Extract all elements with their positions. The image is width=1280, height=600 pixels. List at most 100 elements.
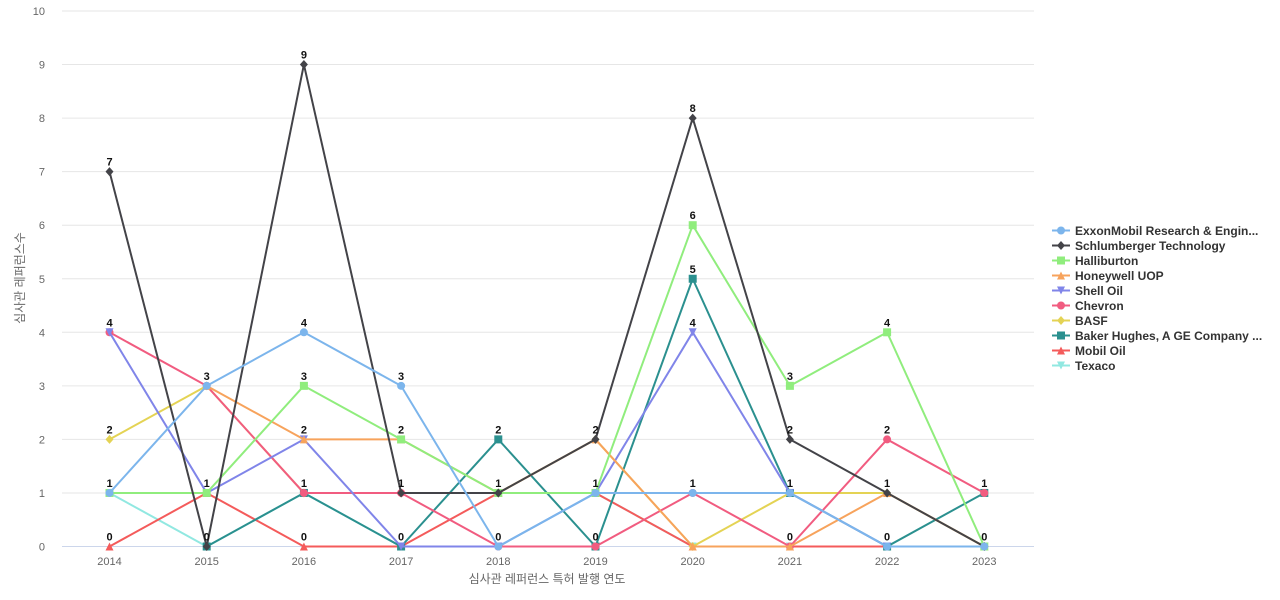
series-line[interactable]	[202, 381, 989, 551]
data-point[interactable]	[397, 435, 406, 444]
legend-symbol	[1052, 361, 1070, 370]
y-axis-ticks: 0 1 2 3 4 5 6 7 8 9 10	[33, 6, 45, 554]
x-tick-label: 2014	[97, 556, 121, 568]
data-point[interactable]	[1057, 331, 1065, 340]
data-point[interactable]	[688, 274, 697, 283]
series-line[interactable]	[105, 328, 989, 551]
chart-legend: ExxonMobil Research & Engin... Schlumberg…	[1052, 223, 1262, 373]
legend-item[interactable]: BASF	[1052, 313, 1262, 328]
y-tick-label: 0	[39, 542, 45, 554]
data-point[interactable]	[299, 381, 308, 390]
data-point[interactable]	[299, 435, 308, 444]
legend-item[interactable]: Honeywell UOP	[1052, 268, 1262, 283]
data-point[interactable]	[883, 488, 892, 498]
data-label: 0	[204, 532, 210, 544]
series-group	[105, 60, 989, 551]
y-tick-label: 7	[39, 167, 45, 179]
data-point[interactable]	[494, 488, 503, 498]
data-point[interactable]	[688, 328, 697, 337]
data-point[interactable]	[785, 381, 794, 390]
x-tick-label: 2021	[778, 556, 802, 568]
legend-label: BASF	[1075, 313, 1108, 328]
data-point[interactable]	[397, 381, 406, 390]
legend-item[interactable]: Baker Hughes, A GE Company ...	[1052, 328, 1262, 343]
data-point[interactable]	[1057, 346, 1065, 355]
data-point[interactable]	[785, 434, 794, 444]
data-point[interactable]	[105, 488, 114, 497]
legend-item[interactable]: ExxonMobil Research & Engin...	[1052, 223, 1262, 238]
data-point[interactable]	[1057, 256, 1065, 265]
data-label: 0	[495, 532, 501, 544]
data-label: 3	[301, 371, 307, 383]
data-point[interactable]	[688, 488, 697, 497]
data-label: 3	[398, 371, 404, 383]
data-point[interactable]	[785, 542, 794, 551]
data-label: 4	[884, 317, 891, 329]
data-point[interactable]	[883, 435, 892, 444]
series-path	[108, 63, 985, 548]
data-point[interactable]	[688, 221, 697, 230]
data-point[interactable]	[591, 434, 600, 444]
data-point[interactable]	[105, 434, 114, 444]
data-point[interactable]	[883, 542, 892, 551]
data-label: 1	[690, 478, 696, 490]
legend-label: Shell Oil	[1075, 283, 1124, 298]
data-label: 1	[884, 478, 890, 490]
data-label: 0	[884, 532, 890, 544]
legend-label: ExxonMobil Research & Engin...	[1075, 223, 1259, 238]
x-axis-title: 심사관 레퍼런스 특허 발행 연도	[469, 571, 626, 586]
data-label: 1	[106, 478, 112, 490]
data-point[interactable]	[688, 113, 697, 123]
legend-item[interactable]: Shell Oil	[1052, 283, 1262, 298]
data-point[interactable]	[494, 435, 503, 444]
data-point[interactable]	[299, 60, 308, 70]
data-point[interactable]	[883, 328, 892, 337]
data-point[interactable]	[105, 542, 114, 551]
data-point[interactable]	[299, 328, 308, 337]
y-tick-label: 6	[39, 220, 45, 232]
data-point[interactable]	[980, 542, 989, 551]
data-point[interactable]	[1057, 301, 1065, 310]
data-point[interactable]	[105, 328, 114, 337]
x-tick-label: 2020	[680, 556, 704, 568]
data-point[interactable]	[785, 488, 794, 497]
data-point[interactable]	[591, 542, 600, 551]
data-point[interactable]	[202, 381, 211, 390]
data-point[interactable]	[591, 488, 600, 497]
legend-item[interactable]: Mobil Oil	[1052, 343, 1262, 358]
data-label: 2	[592, 424, 598, 436]
data-point[interactable]	[1057, 226, 1065, 235]
data-point[interactable]	[1057, 361, 1065, 370]
legend-symbol	[1052, 286, 1070, 295]
data-point[interactable]	[202, 542, 211, 551]
data-label: 2	[495, 424, 501, 436]
data-point[interactable]	[299, 488, 308, 497]
data-label: 0	[301, 532, 307, 544]
data-point[interactable]	[1057, 241, 1065, 250]
data-point[interactable]	[494, 542, 503, 551]
legend-label: Honeywell UOP	[1075, 268, 1164, 283]
data-point[interactable]	[105, 167, 114, 177]
data-point[interactable]	[202, 488, 211, 497]
data-point[interactable]	[1057, 271, 1065, 280]
legend-item[interactable]: Schlumberger Technology	[1052, 238, 1262, 253]
data-point[interactable]	[397, 488, 406, 498]
y-tick-label: 8	[39, 113, 45, 125]
data-point[interactable]	[1057, 286, 1065, 295]
legend-item[interactable]: Halliburton	[1052, 253, 1262, 268]
data-label: 3	[204, 371, 210, 383]
data-point[interactable]	[688, 542, 697, 551]
data-point[interactable]	[299, 542, 308, 551]
series-line[interactable]	[202, 274, 989, 551]
data-label: 2	[884, 424, 890, 436]
data-point[interactable]	[980, 488, 989, 497]
series-line[interactable]	[105, 60, 989, 551]
legend-item[interactable]: Texaco	[1052, 358, 1262, 373]
legend-symbol	[1052, 256, 1070, 265]
data-point[interactable]	[1057, 316, 1065, 325]
y-tick-label: 5	[39, 274, 45, 286]
data-point[interactable]	[397, 542, 406, 551]
data-label: 1	[495, 478, 501, 490]
legend-item[interactable]: Chevron	[1052, 298, 1262, 313]
